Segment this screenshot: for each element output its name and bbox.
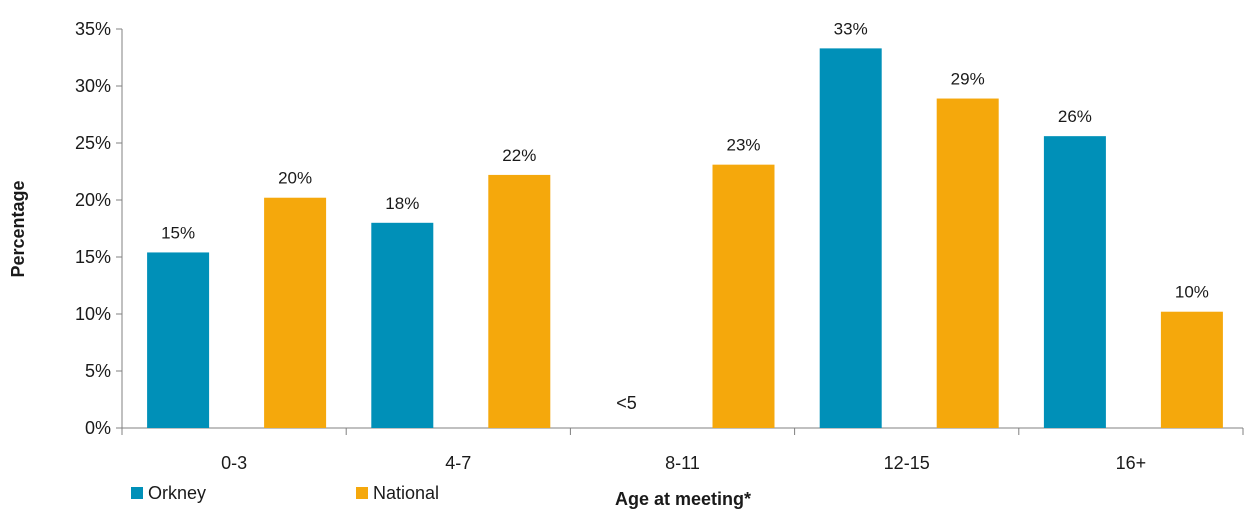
y-axis-title: Percentage — [8, 180, 28, 277]
y-tick-label: 35% — [75, 19, 111, 39]
data-label: 23% — [726, 136, 760, 155]
bar-orkney-0-3 — [147, 252, 210, 428]
x-tick-label: 16+ — [1116, 453, 1147, 473]
x-axis: 0-3 4-7 8-11 12-15 16+ — [121, 427, 1244, 473]
bar-national-12-15 — [936, 98, 999, 428]
data-label: 10% — [1175, 283, 1209, 302]
x-tick-label: 12-15 — [884, 453, 930, 473]
bar-orkney-12-15 — [819, 48, 882, 428]
data-label: 20% — [278, 169, 312, 188]
y-tick-label: 30% — [75, 76, 111, 96]
bar-orkney-16+ — [1043, 136, 1106, 428]
bar-national-8-11 — [712, 164, 775, 428]
data-label: 33% — [834, 19, 868, 38]
data-labels: 15% 18% <5 33% 26% 20% 22% 23% 29% 10% — [161, 19, 1209, 413]
y-axis: 0% 5% 10% 15% 20% 25% 30% 35% — [75, 19, 123, 438]
data-label: 15% — [161, 223, 195, 242]
legend-label-orkney: Orkney — [148, 483, 206, 503]
data-label: 18% — [385, 194, 419, 213]
x-axis-title: Age at meeting* — [615, 489, 751, 509]
data-label: <5 — [616, 393, 637, 413]
bar-national-0-3 — [264, 197, 327, 428]
y-tick-label: 15% — [75, 247, 111, 267]
bars — [147, 48, 1223, 428]
x-tick-label: 4-7 — [445, 453, 471, 473]
x-tick-label: 0-3 — [221, 453, 247, 473]
y-tick-label: 20% — [75, 190, 111, 210]
data-label: 22% — [502, 146, 536, 165]
legend: Orkney National — [131, 483, 439, 503]
legend-swatch-national — [356, 487, 368, 499]
data-label: 26% — [1058, 107, 1092, 126]
bar-national-4-7 — [488, 174, 551, 428]
y-tick-label: 25% — [75, 133, 111, 153]
y-tick-label: 0% — [85, 418, 111, 438]
legend-swatch-orkney — [131, 487, 143, 499]
data-label: 29% — [951, 70, 985, 89]
y-tick-label: 10% — [75, 304, 111, 324]
bar-orkney-4-7 — [371, 222, 434, 428]
x-tick-label: 8-11 — [665, 453, 700, 473]
bar-national-16+ — [1160, 311, 1223, 428]
y-tick-label: 5% — [85, 361, 111, 381]
legend-label-national: National — [373, 483, 439, 503]
